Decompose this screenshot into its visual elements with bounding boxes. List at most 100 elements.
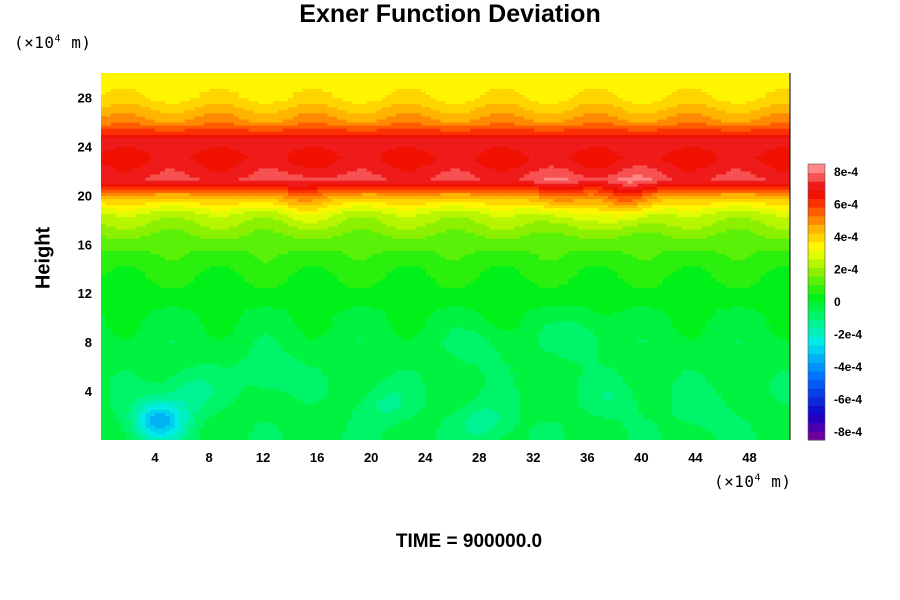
- field-cell: [391, 415, 397, 420]
- field-cell: [292, 397, 299, 401]
- field-cell: [529, 339, 535, 343]
- field-cell: [509, 436, 515, 440]
- field-cell: [420, 329, 427, 334]
- field-cell: [224, 388, 230, 392]
- field-cell: [145, 351, 151, 355]
- field-cell: [716, 366, 722, 371]
- field-cell: [578, 397, 584, 401]
- field-cell: [253, 369, 260, 374]
- field-cell: [110, 360, 117, 365]
- field-cell: [440, 409, 447, 414]
- field-cell: [130, 354, 137, 359]
- field-cell: [347, 372, 353, 377]
- field-cell: [238, 436, 245, 440]
- field-cell: [411, 403, 417, 407]
- field-cell: [140, 421, 146, 426]
- field-cell: [130, 366, 137, 371]
- field-cell: [342, 381, 348, 386]
- field-cell: [780, 360, 786, 365]
- field-cell: [425, 363, 432, 368]
- field-cell: [228, 381, 235, 386]
- field-cell: [150, 329, 156, 334]
- field-cell: [514, 412, 520, 417]
- field-cell: [228, 436, 235, 440]
- field-cell: [598, 430, 604, 435]
- field-cell: [514, 366, 520, 371]
- field-cell: [435, 351, 442, 355]
- field-cell: [224, 400, 230, 404]
- field-cell: [691, 412, 698, 417]
- field-cell: [342, 369, 348, 374]
- field-cell: [460, 406, 466, 411]
- field-cell: [209, 351, 215, 355]
- field-cell: [735, 378, 742, 383]
- field-cell: [455, 378, 461, 383]
- field-cell: [371, 354, 378, 359]
- field-cell: [701, 369, 707, 374]
- field-cell: [376, 421, 383, 426]
- field-cell: [632, 412, 639, 417]
- field-cell: [189, 409, 196, 414]
- field-cell: [435, 430, 442, 435]
- field-cell: [450, 366, 456, 371]
- field-cell: [219, 329, 225, 334]
- field-cell: [164, 363, 171, 368]
- field-cell: [465, 342, 471, 346]
- field-cell: [351, 418, 358, 423]
- field-cell: [593, 430, 599, 435]
- field-cell: [332, 400, 338, 404]
- field-cell: [494, 375, 501, 380]
- field-cell: [150, 348, 156, 352]
- field-cell: [593, 421, 599, 426]
- field-cell: [632, 391, 639, 395]
- field-cell: [524, 409, 530, 414]
- field-cell: [676, 369, 683, 374]
- field-cell: [598, 342, 604, 346]
- field-cell: [681, 348, 688, 352]
- field-cell: [101, 421, 107, 426]
- field-cell: [770, 369, 776, 374]
- field-cell: [184, 351, 191, 355]
- field-cell: [721, 345, 727, 349]
- field-cell: [504, 397, 511, 401]
- field-cell: [238, 354, 245, 359]
- field-cell: [371, 400, 378, 404]
- field-cell: [534, 372, 540, 377]
- field-cell: [209, 378, 215, 383]
- field-cell: [701, 406, 707, 411]
- field-cell: [593, 424, 599, 429]
- field-cell: [721, 415, 727, 420]
- field-cell: [268, 354, 274, 359]
- field-cell: [455, 430, 461, 435]
- field-cell: [539, 345, 545, 349]
- field-cell: [735, 403, 742, 407]
- field-cell: [140, 403, 146, 407]
- field-cell: [662, 421, 668, 426]
- field-cell: [420, 360, 427, 365]
- field-cell: [750, 430, 757, 435]
- field-cell: [578, 342, 584, 346]
- field-cell: [445, 388, 452, 392]
- field-cell: [726, 427, 732, 432]
- field-cell: [627, 415, 634, 420]
- field-cell: [479, 366, 486, 371]
- field-cell: [637, 357, 643, 362]
- field-cell: [657, 433, 663, 438]
- field-cell: [730, 415, 737, 420]
- field-cell: [155, 351, 161, 355]
- field-cell: [327, 406, 333, 411]
- field-cell: [425, 388, 432, 392]
- field-cell: [209, 348, 215, 352]
- field-cell: [637, 384, 643, 389]
- field-cell: [760, 369, 766, 374]
- field-cell: [278, 354, 284, 359]
- field-cell: [460, 415, 466, 420]
- field-cell: [588, 348, 594, 352]
- field-cell: [686, 406, 693, 411]
- field-cell: [110, 403, 117, 407]
- field-cell: [568, 403, 575, 407]
- field-cell: [164, 339, 171, 343]
- field-cell: [278, 375, 284, 380]
- field-cell: [696, 354, 703, 359]
- field-cell: [642, 430, 648, 435]
